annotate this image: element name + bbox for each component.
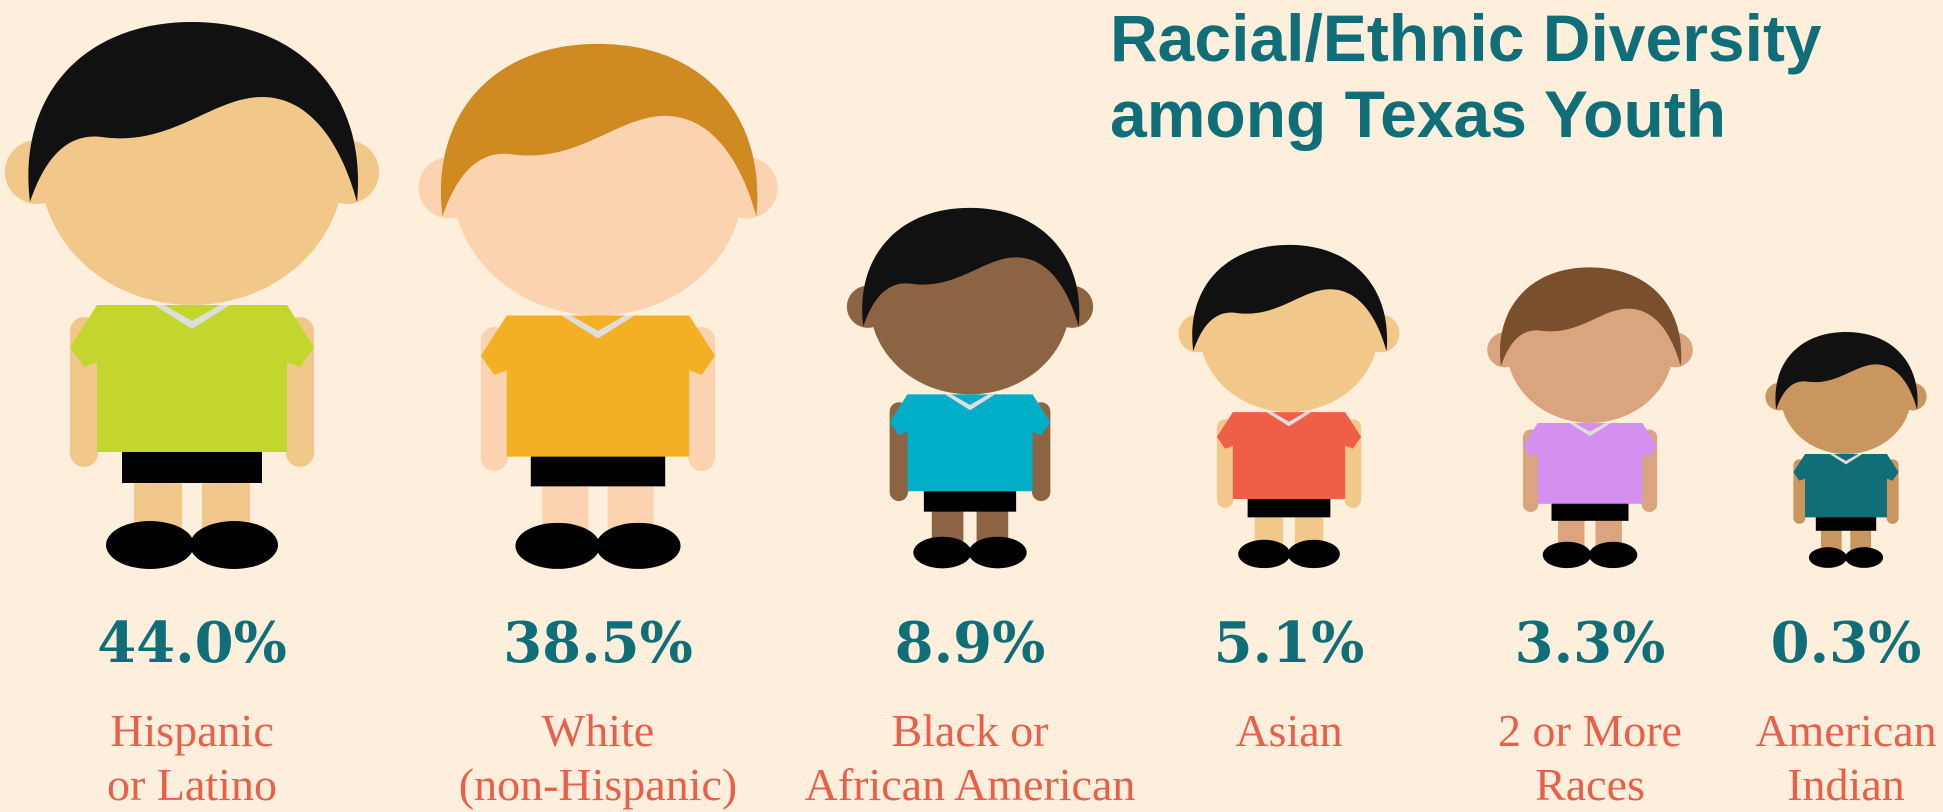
child-figure (418, 44, 777, 569)
shoe (106, 521, 194, 569)
child-figure (1178, 245, 1399, 568)
child-figure (1487, 267, 1693, 568)
shoe (596, 523, 680, 569)
child-figure (1765, 332, 1926, 568)
child-figure (5, 22, 379, 569)
shorts (924, 488, 1016, 512)
shoe (1845, 547, 1883, 568)
value-label: 38.5% (428, 610, 768, 676)
value-label: 44.0% (22, 610, 362, 676)
shoe (515, 523, 599, 569)
value-label: 0.3% (1676, 610, 1943, 676)
shorts (531, 452, 665, 487)
value-label: 5.1% (1119, 610, 1459, 676)
shoe (1543, 542, 1591, 568)
shorts (1552, 501, 1629, 521)
category-label: White (non-Hispanic) (408, 704, 788, 812)
shoe (1589, 542, 1637, 568)
child-figure (847, 208, 1093, 568)
value-label: 8.9% (800, 610, 1140, 676)
shorts (1816, 515, 1876, 531)
shoe (1288, 540, 1340, 568)
category-label: American Indian (1656, 704, 1943, 812)
shoe (1238, 540, 1290, 568)
shorts (1248, 496, 1331, 517)
shoe (913, 537, 971, 569)
shoe (190, 521, 278, 569)
shoe (1809, 547, 1847, 568)
chart-title: Racial/Ethnic Diversity among Texas Yout… (1110, 0, 1822, 152)
shorts (122, 447, 262, 483)
page: Racial/Ethnic Diversity among Texas Yout… (0, 0, 1943, 810)
shoe (969, 537, 1027, 569)
category-label: Hispanic or Latino (2, 704, 382, 812)
